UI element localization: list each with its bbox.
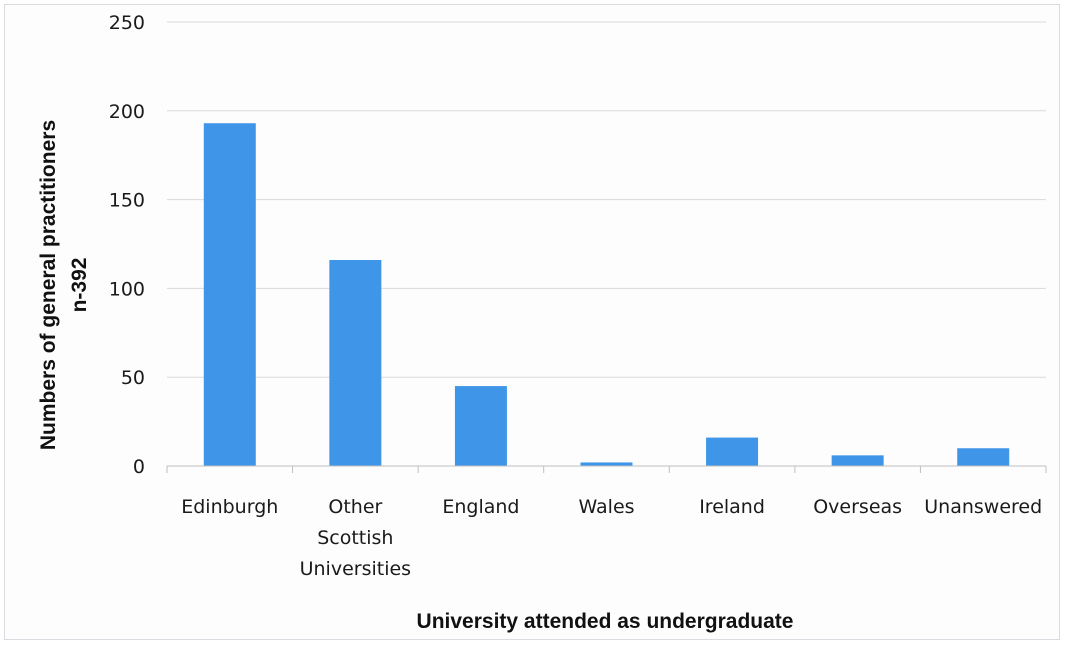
- gridlines: [167, 21, 1046, 378]
- bar-unanswered: [957, 448, 1010, 466]
- y-tick-label: 0: [133, 456, 145, 478]
- x-axis-category-labels: Edinburgh Other Scottish Universities Englan…: [181, 496, 1042, 580]
- y-tick-label: 250: [109, 12, 145, 34]
- x-category-label: England: [442, 496, 519, 518]
- x-category-label: Scottish: [317, 527, 393, 549]
- x-category-label: Other: [328, 496, 382, 518]
- x-axis-ticks: [166, 466, 1047, 473]
- chart-frame: [4, 4, 1060, 640]
- y-axis-tick-labels: 0 50 100 150 200 250: [109, 12, 145, 478]
- bar-ireland: [706, 437, 759, 466]
- bar-england: [454, 386, 507, 466]
- bar-overseas: [831, 455, 884, 466]
- y-axis-title-line-2: n-392: [68, 258, 91, 313]
- x-category-label: Ireland: [699, 496, 765, 518]
- x-category-label: Unanswered: [924, 496, 1042, 518]
- y-axis-title-line-1: Numbers of general practitioners: [37, 120, 60, 450]
- y-tick-label: 150: [109, 190, 145, 212]
- bar-other-scottish-universities: [329, 259, 382, 466]
- x-category-label: Edinburgh: [181, 496, 278, 518]
- x-category-label: Overseas: [813, 496, 902, 518]
- bars: [203, 123, 1010, 467]
- y-tick-label: 50: [121, 367, 145, 389]
- x-axis-title: University attended as undergraduate: [417, 610, 794, 633]
- x-category-label: Universities: [300, 558, 411, 580]
- y-tick-label: 100: [109, 278, 145, 300]
- y-axis-title: Numbers of general practitioners n-392: [37, 120, 91, 450]
- bar-wales: [580, 462, 633, 466]
- x-category-label: Wales: [578, 496, 634, 518]
- y-tick-label: 200: [109, 101, 145, 123]
- bar-edinburgh: [203, 123, 256, 467]
